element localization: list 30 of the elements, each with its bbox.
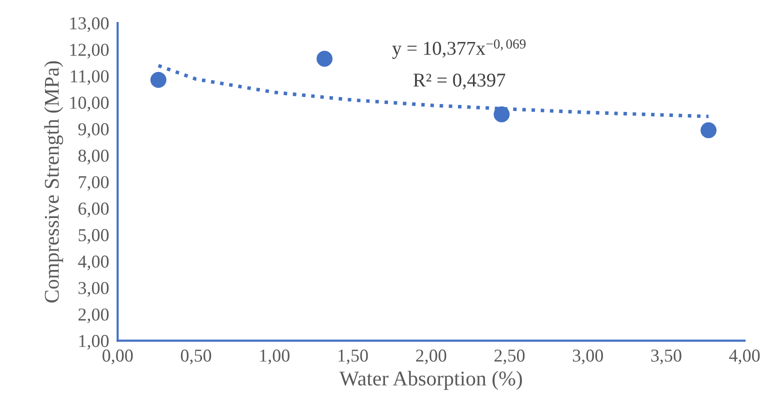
x-tick-label: 0,00: [102, 350, 133, 364]
point: [700, 122, 717, 138]
y-tick-label: 3,00: [78, 282, 109, 297]
x-tick-label: 3,50: [651, 350, 682, 364]
y-tick-label: 9,00: [78, 123, 109, 138]
x-tick-label: 1,50: [338, 350, 368, 364]
annotation: R² = 0,4397: [413, 74, 506, 90]
y-tick-label: 7,00: [78, 176, 109, 191]
y-tick-label: 2,00: [78, 308, 109, 324]
y-tick-label: 5,00: [78, 229, 109, 244]
y-tick-label: 4,00: [78, 256, 109, 270]
point: [494, 106, 510, 122]
point: [316, 50, 333, 67]
y-tick-label: 13,00: [70, 17, 109, 32]
y-tick-label: 11,00: [70, 70, 109, 85]
y-tick-label: 6,00: [78, 202, 109, 218]
y-axis-title: Compressive Strength (MPa): [44, 61, 64, 302]
y-tick-label: 8,00: [78, 150, 109, 164]
x-axis-title: Water Absorption (%): [339, 370, 522, 390]
x-tick-label: 2,50: [494, 350, 525, 364]
x-tick-label: 0,50: [180, 350, 212, 364]
x-tick-label: 4,00: [729, 350, 760, 364]
x-tick-label: 3,00: [572, 350, 603, 364]
x-tick-label: 2,00: [416, 350, 446, 364]
y-tick-label: 1,00: [79, 334, 109, 350]
x-tick-label: 1,00: [260, 350, 290, 364]
point: [150, 72, 166, 88]
y-tick-label: 10,00: [70, 96, 109, 112]
y-tick-label: 12,00: [70, 44, 109, 59]
annotation: y = 10,377x$^{−0,069}$: [392, 39, 526, 59]
